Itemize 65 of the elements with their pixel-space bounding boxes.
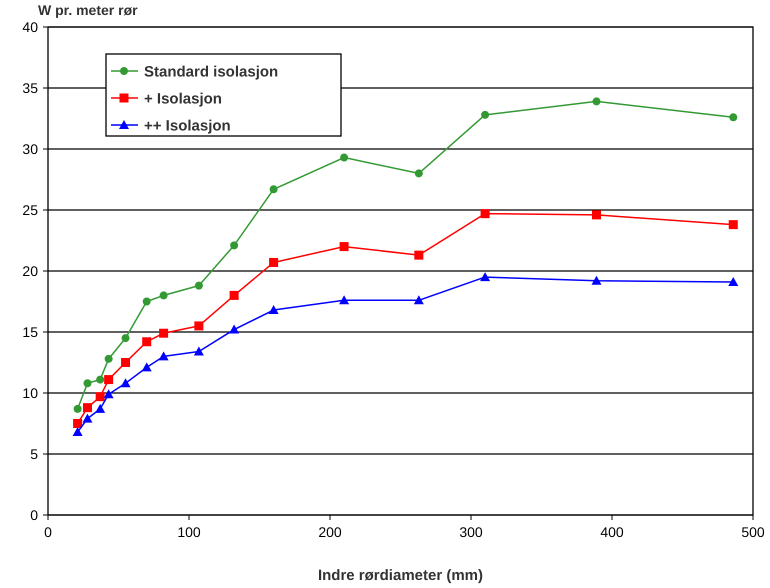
x-tick-label: 100 (177, 524, 201, 540)
point (83, 379, 92, 388)
point (158, 351, 169, 360)
point (82, 414, 92, 423)
point (230, 290, 239, 300)
point (194, 346, 204, 356)
x-tick-label: 200 (318, 524, 342, 540)
y-tick-label: 40 (22, 18, 38, 35)
point (73, 419, 82, 428)
legend-label: + Isolasjon (144, 90, 222, 108)
point (121, 358, 130, 367)
legend-label: Standard isolasjon (144, 63, 278, 80)
point (340, 242, 349, 252)
y-axis-title: W pr. meter rør (38, 2, 138, 18)
point (120, 378, 131, 388)
point (270, 185, 278, 194)
point (160, 291, 168, 300)
point (194, 282, 203, 290)
point (82, 403, 92, 412)
point (104, 354, 113, 363)
point (339, 295, 350, 304)
y-tick-label: 15 (22, 324, 38, 340)
point (269, 258, 278, 267)
y-tick-label: 5 (30, 446, 38, 462)
point (95, 404, 106, 413)
point (142, 362, 152, 372)
y-tick-label: 35 (22, 80, 38, 96)
point (414, 169, 423, 178)
point (414, 295, 424, 304)
point (592, 97, 600, 106)
y-tick-label: 25 (22, 202, 38, 218)
point (104, 389, 114, 398)
point (414, 250, 424, 260)
y-tick-label: 20 (22, 262, 38, 279)
point (229, 324, 240, 334)
x-tick-label: 300 (459, 524, 483, 540)
y-tick-label: 0 (30, 506, 38, 523)
point (74, 404, 82, 413)
point (728, 220, 738, 230)
x-axis-title: Indre rørdiameter (mm) (318, 567, 484, 584)
point (122, 334, 130, 342)
point (96, 392, 105, 402)
point (96, 376, 104, 384)
legend-label: ++ Isolasjon (144, 117, 231, 134)
point (591, 276, 602, 285)
x-tick-label: 500 (741, 524, 765, 540)
point (142, 298, 151, 306)
point (592, 210, 601, 220)
point (729, 113, 738, 122)
point (230, 241, 238, 250)
point (104, 375, 114, 384)
point (480, 209, 490, 218)
point (728, 276, 738, 286)
point (194, 321, 204, 330)
x-tick-label: 0 (44, 524, 52, 540)
point (142, 337, 152, 346)
point (72, 427, 83, 436)
x-tick-label: 400 (600, 524, 624, 540)
y-tick-label: 30 (22, 140, 38, 157)
point (268, 305, 279, 314)
point (340, 154, 348, 162)
y-tick-label: 10 (22, 384, 38, 401)
point (159, 328, 168, 338)
point (480, 272, 490, 282)
point (481, 110, 490, 119)
